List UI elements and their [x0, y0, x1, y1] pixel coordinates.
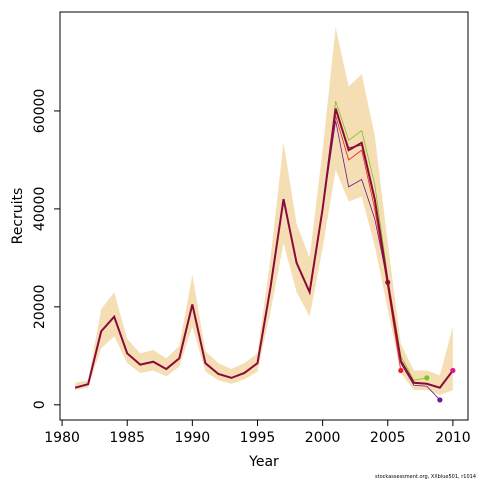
y-tick-label: 20000	[32, 285, 48, 330]
x-axis-label: Year	[248, 454, 279, 470]
end-point	[398, 367, 404, 374]
y-tick-label: 0	[32, 400, 48, 409]
y-tick-label: 60000	[32, 89, 48, 134]
x-tick-label: 1995	[240, 430, 276, 446]
end-point	[437, 397, 443, 403]
series-line	[74, 108, 454, 389]
end-point	[450, 367, 456, 374]
x-tick-label: 2010	[435, 430, 471, 446]
y-tick-label: 40000	[32, 187, 48, 232]
footer: stockassessment.org, XXblue501, r1014	[375, 474, 476, 480]
x-tick-label: 1980	[44, 430, 80, 446]
x-tick-label: 1990	[175, 430, 211, 446]
series-line	[322, 101, 427, 381]
x-tick-label: 2000	[305, 430, 341, 446]
confidence-band	[75, 27, 453, 396]
plot-frame	[59, 11, 469, 421]
x-tick-label: 1985	[109, 430, 145, 446]
x-tick-label: 2005	[370, 430, 406, 446]
y-axis-label: Recruits	[10, 188, 26, 245]
series-line	[322, 120, 441, 401]
end-point	[424, 375, 430, 381]
